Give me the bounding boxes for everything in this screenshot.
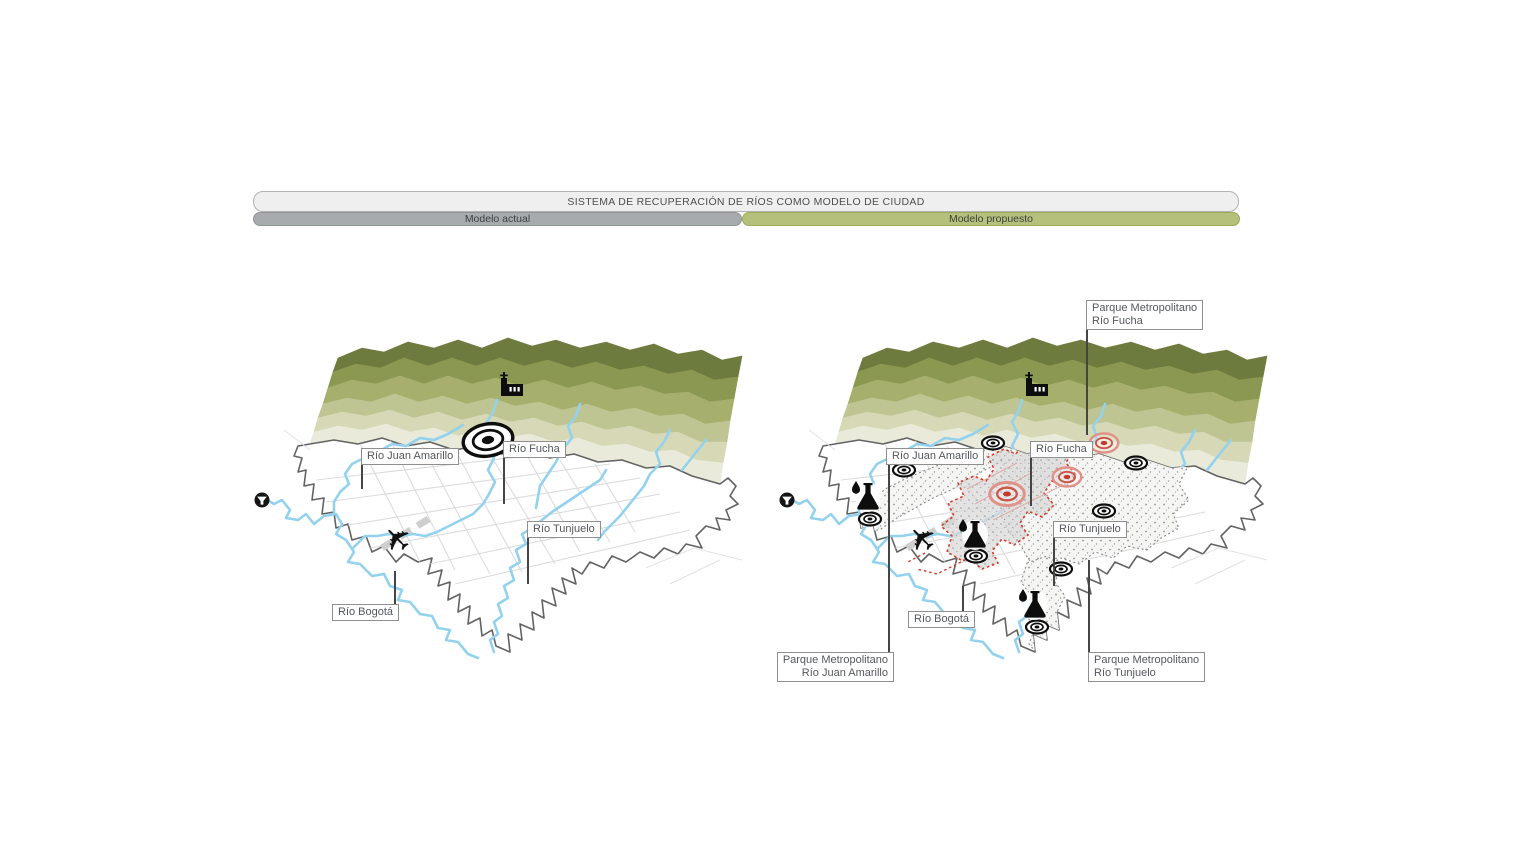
leader-line	[527, 535, 529, 584]
leader-line	[888, 462, 890, 653]
label-rio-tunjuelo: Río Tunjuelo	[1053, 521, 1127, 538]
leader-line	[1088, 560, 1090, 653]
leader-line	[503, 455, 505, 504]
tab-modelo-propuesto: Modelo propuesto	[742, 212, 1240, 226]
label-rio-fucha: Río Fucha	[1030, 441, 1093, 458]
leader-line	[394, 571, 396, 605]
leader-line	[1086, 329, 1088, 435]
leader-line	[1030, 455, 1032, 506]
label-rio-bogota: Río Bogotá	[332, 604, 400, 621]
map-actual	[255, 338, 743, 658]
label-parque-metropolitano-rio-fucha: Parque Metropolitano Río Fucha	[1086, 300, 1204, 330]
leader-line	[361, 462, 363, 489]
label-rio-juan-amarillo: Río Juan Amarillo	[886, 448, 985, 465]
label-rio-juan-amarillo: Río Juan Amarillo	[361, 448, 460, 465]
pollution-target-icon	[461, 421, 515, 459]
leader-line	[962, 586, 964, 612]
leader-line	[1053, 535, 1055, 586]
label-rio-fucha: Río Fucha	[503, 441, 566, 458]
label-rio-tunjuelo: Río Tunjuelo	[527, 521, 601, 538]
tab-modelo-actual: Modelo actual	[253, 212, 742, 226]
corridor-extension-lines	[905, 552, 962, 575]
diagram-title: SISTEMA DE RECUPERACIÓN DE RÍOS COMO MOD…	[253, 191, 1239, 212]
label-rio-bogota: Río Bogotá	[908, 611, 976, 628]
label-parque-metropolitano-rio-tunjuelo: Parque Metropolitano Río Tunjuelo	[1088, 652, 1206, 682]
map-propuesto	[780, 338, 1268, 658]
label-parque-metropolitano-rio-juan-amarillo: Parque Metropolitano Río Juan Amarillo	[776, 652, 894, 682]
